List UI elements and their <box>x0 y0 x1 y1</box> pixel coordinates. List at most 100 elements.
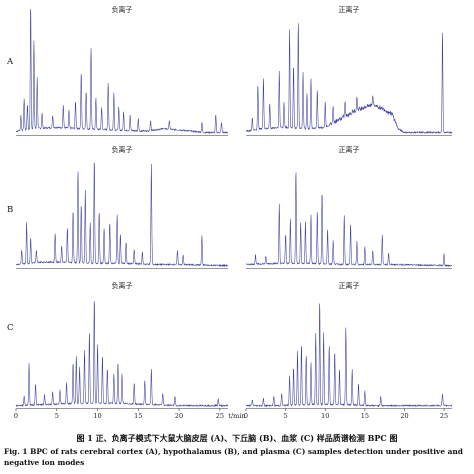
peak-point-C-positive-5 <box>293 366 294 367</box>
peak-point-A-negative-20 <box>130 115 131 116</box>
figure-caption-english: Fig. 1 BPC of rats cerebral cortex (A), … <box>4 447 463 467</box>
x-tick-label-C-negative-20: 20 <box>175 412 183 420</box>
peak-point-A-negative-22 <box>150 120 151 121</box>
peak-point-C-negative-5 <box>60 389 61 390</box>
peak-point-C-negative-17 <box>118 361 119 362</box>
peak-point-B-positive-14 <box>350 223 351 224</box>
peak-point-B-negative-17 <box>120 233 121 234</box>
peak-point-B-negative-18 <box>126 242 127 243</box>
mode-title-C-positive: 正离子 <box>339 281 360 290</box>
peak-point-A-positive-9 <box>303 71 304 72</box>
peak-point-C-positive-8 <box>306 354 307 355</box>
peak-point-A-positive-11 <box>311 77 312 78</box>
peak-point-B-positive-9 <box>317 210 318 211</box>
peak-point-C-negative-11 <box>89 331 90 332</box>
x-tick-label-C-negative-25: 25 <box>216 412 224 420</box>
peak-point-C-positive-19 <box>364 391 365 392</box>
peak-point-A-positive-8 <box>298 20 299 21</box>
peak-point-B-positive-1 <box>265 256 266 257</box>
peak-point-C-negative-4 <box>52 392 53 393</box>
x-tick-label-C-positive-10: 10 <box>321 412 329 420</box>
peak-point-A-negative-7 <box>52 114 53 115</box>
peak-point-C-negative-10 <box>84 349 85 350</box>
peak-point-B-positive-20 <box>444 253 445 254</box>
peak-point-B-positive-10 <box>322 190 323 191</box>
peak-point-B-positive-4 <box>290 218 291 219</box>
peak-point-A-negative-8 <box>63 104 64 105</box>
x-axis-label: t/min <box>228 412 245 420</box>
peak-point-C-positive-10 <box>315 332 316 333</box>
peak-point-C-positive-6 <box>297 350 298 351</box>
peak-point-C-negative-23 <box>175 395 176 396</box>
peak-point-A-negative-19 <box>123 111 124 112</box>
row-label-B: B <box>7 205 13 215</box>
peak-point-C-positive-17 <box>352 368 353 369</box>
peak-point-A-negative-23 <box>169 120 170 121</box>
row-label-C: C <box>7 323 14 333</box>
peak-point-B-negative-12 <box>94 157 95 158</box>
peak-point-B-positive-3 <box>285 233 286 234</box>
peak-point-B-negative-23 <box>183 255 184 256</box>
peak-point-C-negative-8 <box>76 355 77 356</box>
x-tick-label-C-positive-25: 25 <box>440 412 448 420</box>
peak-point-A-positive-7 <box>293 64 294 65</box>
series-trace-A-positive <box>245 23 453 135</box>
peak-point-C-negative-0 <box>24 395 25 396</box>
x-tick-label-C-positive-0: 0 <box>244 412 248 420</box>
series-trace-A-negative <box>15 9 229 134</box>
peak-point-A-negative-0 <box>20 115 21 116</box>
peak-point-C-positive-21 <box>442 393 443 394</box>
peak-point-B-positive-18 <box>382 235 383 236</box>
peak-point-A-negative-17 <box>113 91 114 92</box>
peak-point-C-positive-0 <box>252 399 253 400</box>
peak-point-B-positive-15 <box>357 240 358 241</box>
x-tick-label-C-negative-0: 0 <box>14 412 18 420</box>
peak-point-B-negative-10 <box>85 190 86 191</box>
peak-point-A-positive-3 <box>269 102 270 103</box>
peak-point-B-negative-15 <box>109 222 110 223</box>
x-tick-label-C-positive-20: 20 <box>400 412 408 420</box>
peak-point-A-positive-16 <box>357 97 358 98</box>
peak-point-B-negative-14 <box>104 227 105 228</box>
peak-point-B-positive-11 <box>327 228 328 229</box>
peak-point-B-negative-16 <box>117 213 118 214</box>
peak-point-C-positive-15 <box>339 368 340 369</box>
peak-point-A-negative-9 <box>69 110 70 111</box>
peak-point-A-positive-2 <box>263 77 264 78</box>
peak-point-A-negative-21 <box>138 118 139 119</box>
peak-point-B-negative-19 <box>134 249 135 250</box>
series-trace-C-positive <box>245 303 453 408</box>
peak-point-C-positive-14 <box>334 350 335 351</box>
peak-point-B-negative-7 <box>73 209 74 210</box>
peak-point-A-positive-5 <box>284 102 285 103</box>
peak-point-A-positive-0 <box>252 117 253 118</box>
peak-point-B-negative-9 <box>81 203 82 204</box>
peak-point-B-negative-24 <box>202 235 203 236</box>
peak-point-A-negative-11 <box>81 71 82 72</box>
peak-point-A-negative-5 <box>37 77 38 78</box>
peak-point-A-positive-10 <box>307 93 308 94</box>
peak-point-B-negative-8 <box>78 168 79 169</box>
peak-point-B-positive-19 <box>388 252 389 253</box>
peak-point-A-negative-16 <box>108 81 109 82</box>
mode-title-B-negative: 负离子 <box>112 145 133 154</box>
peak-point-A-negative-3 <box>30 8 31 9</box>
peak-point-C-positive-7 <box>301 342 302 343</box>
peak-point-B-positive-2 <box>279 204 280 205</box>
peak-point-A-negative-4 <box>34 39 35 40</box>
mode-title-B-positive: 正离子 <box>339 145 360 154</box>
peak-point-B-negative-11 <box>90 222 91 223</box>
peak-point-C-negative-13 <box>97 343 98 344</box>
peak-point-A-positive-12 <box>317 90 318 91</box>
x-tick-label-C-positive-5: 5 <box>284 412 288 420</box>
peak-point-C-negative-18 <box>122 373 123 374</box>
peak-point-A-positive-1 <box>257 84 258 85</box>
peak-point-B-positive-5 <box>296 168 297 169</box>
peak-point-A-positive-13 <box>325 102 326 103</box>
peak-point-C-positive-12 <box>323 332 324 333</box>
peak-point-C-negative-15 <box>107 367 108 368</box>
peak-point-C-negative-21 <box>151 368 152 369</box>
peak-point-B-negative-2 <box>30 237 31 238</box>
series-trace-B-positive <box>245 172 453 268</box>
peak-point-C-negative-3 <box>44 395 45 396</box>
